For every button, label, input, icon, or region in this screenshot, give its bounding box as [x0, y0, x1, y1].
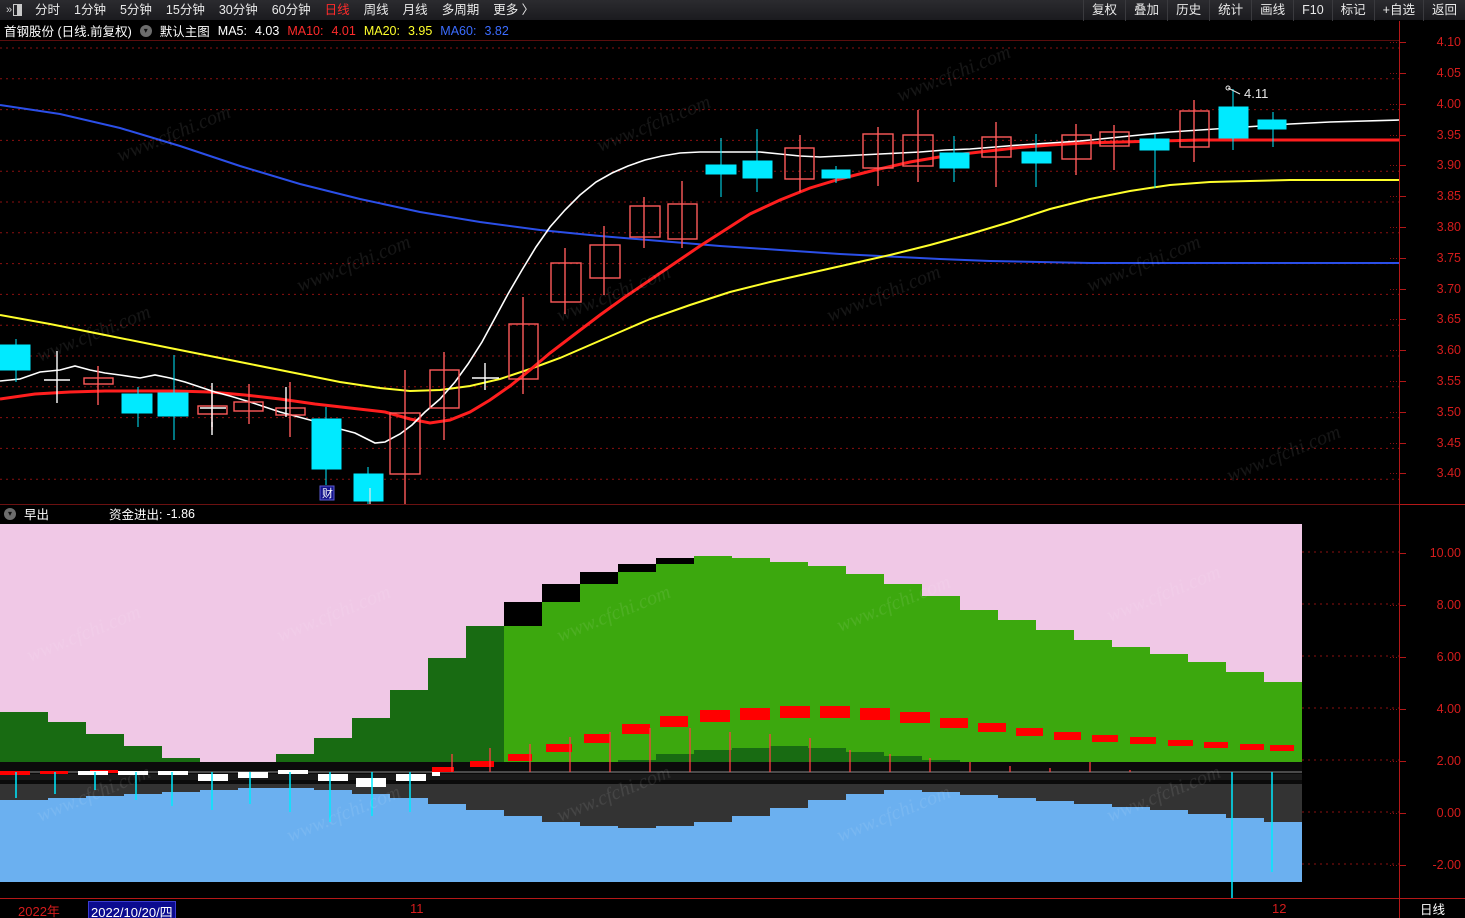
price-axis-label: 3.65 [1436, 312, 1461, 326]
month-tick-11: 11 [410, 901, 424, 916]
indicator-axis-label: 10.00 [1429, 546, 1461, 560]
period-indicator[interactable]: 日线 [1399, 899, 1465, 918]
menu-item-mark[interactable]: 标记 [1331, 0, 1374, 21]
menu-item-f10[interactable]: F10 [1293, 0, 1332, 21]
menu-item-back[interactable]: 返回 [1422, 0, 1465, 21]
ma5-value: 4.03 [254, 23, 280, 38]
low-price-annotation: 3.38 [369, 488, 371, 504]
bottom-status-bar: 2022年 2022/10/20/四 11 12 日线 [0, 898, 1465, 918]
indicator-axis-label: 4.00 [1436, 702, 1461, 716]
menu-item-fuquan[interactable]: 复权 [1083, 0, 1125, 21]
price-axis-label: 3.95 [1436, 128, 1461, 142]
high-price-annotation: 4.11 [1225, 85, 1268, 101]
menu-item-5min[interactable]: 5分钟 [119, 2, 152, 17]
indicator-name[interactable]: 早出 [24, 508, 50, 522]
indicator-value-label: 资金进出: [109, 508, 163, 522]
ma60-label: MA60: [440, 23, 477, 38]
year-label: 2022年 [18, 904, 60, 918]
price-axis-label: 3.50 [1436, 405, 1461, 419]
indicator-gridlines [1302, 551, 1399, 865]
price-axis-label: 4.00 [1436, 97, 1461, 111]
high-price-text: 4.11 [1244, 86, 1268, 101]
price-axis-label: 3.70 [1436, 282, 1461, 296]
book-icon[interactable]: » [0, 0, 28, 21]
main-indicator-name[interactable]: 默认主图 [159, 25, 210, 39]
price-axis-label: 3.45 [1436, 436, 1461, 450]
ma10-label: MA10: [287, 23, 324, 38]
menu-item-addfav[interactable]: +自选 [1373, 0, 1423, 21]
cyan-spikes [15, 772, 1273, 898]
news-marker[interactable]: 财 [319, 485, 335, 501]
band-grey [0, 780, 1302, 828]
indicator-header: ▾ 早出 资金进出: -1.86 [0, 504, 1399, 522]
indicator-chart-pane[interactable]: www.cfchi.com www.cfchi.com www.cfchi.co… [0, 522, 1399, 898]
ma10-value: 4.01 [331, 23, 356, 38]
chevron-down-circle-icon[interactable]: ▾ [4, 507, 16, 520]
price-chart-pane[interactable]: 4.11 3.38 财 www.cfchi.com www.cfchi.com … [0, 42, 1399, 504]
ma5-line [0, 119, 1399, 444]
price-axis-label: 4.10 [1436, 35, 1461, 49]
menu-item-drawline[interactable]: 画线 [1251, 0, 1293, 21]
ma60-line [0, 104, 1399, 264]
menu-item-monthly[interactable]: 月线 [402, 2, 428, 17]
menu-item-60min[interactable]: 60分钟 [271, 2, 311, 17]
price-chart-svg: 4.11 3.38 财 www.cfchi.com www.cfchi.com … [0, 42, 1399, 504]
ma20-line [0, 179, 1399, 393]
candlestick-series [0, 89, 1287, 504]
menu-item-daily[interactable]: 日线 [324, 2, 350, 17]
menu-item-fenshi[interactable]: 分时 [35, 2, 61, 17]
ma10-line [0, 138, 1399, 425]
menu-item-1min[interactable]: 1分钟 [74, 2, 106, 17]
price-axis-label: 3.75 [1436, 251, 1461, 265]
indicator-axis-label: 0.00 [1436, 806, 1461, 820]
menu-item-overlay[interactable]: 叠加 [1125, 0, 1167, 21]
indicator-axis-label: -2.00 [1432, 858, 1462, 872]
ma20-value: 3.95 [407, 23, 433, 38]
menu-item-history[interactable]: 历史 [1167, 0, 1209, 21]
axis-separator [1399, 504, 1465, 505]
signal-white-dashes [78, 770, 440, 787]
price-axis-label: 3.60 [1436, 343, 1461, 357]
menu-item-more[interactable]: 更多 〉 [493, 2, 535, 17]
ma20-label: MA20: [363, 23, 400, 38]
ma60-value: 3.82 [484, 23, 509, 38]
stock-title: 首钢股份 (日线.前复权) [4, 25, 132, 39]
band-green-dark [0, 626, 1302, 780]
menu-item-weekly[interactable]: 周线 [363, 2, 389, 17]
price-axis-label: 3.40 [1436, 466, 1461, 480]
quote-info-bar: 首钢股份 (日线.前复权) ▾ 默认主图 MA5: 4.03 MA10: 4.0… [0, 21, 1465, 41]
news-marker-text: 财 [322, 486, 333, 500]
indicator-axis-label: 2.00 [1436, 754, 1461, 768]
price-axis-label: 4.05 [1436, 66, 1461, 80]
menu-left-group: » 分时 1分钟 5分钟 15分钟 30分钟 60分钟 日线 周线 月线 多周期… [0, 0, 541, 21]
price-axis-label: 3.90 [1436, 158, 1461, 172]
month-tick-12: 12 [1272, 901, 1287, 916]
red-spikes [451, 728, 1131, 772]
price-axis-label: 3.55 [1436, 374, 1461, 388]
menu-item-stats[interactable]: 统计 [1209, 0, 1251, 21]
indicator-chart-svg: www.cfchi.com www.cfchi.com www.cfchi.co… [0, 522, 1399, 898]
band-pink [0, 524, 1302, 766]
chevron-down-circle-icon[interactable]: ▾ [139, 24, 152, 37]
top-menu-bar: » 分时 1分钟 5分钟 15分钟 30分钟 60分钟 日线 周线 月线 多周期… [0, 0, 1465, 21]
indicator-value: -1.86 [166, 506, 196, 521]
menu-item-15min[interactable]: 15分钟 [165, 2, 205, 17]
right-price-axis[interactable]: 4.10 4.05 4.00 3.95 3.90 3.85 3.80 3.75 … [1390, 21, 1465, 898]
indicator-right-gutter [1302, 522, 1399, 898]
price-axis-label: 3.85 [1436, 189, 1461, 203]
price-axis-label: 3.80 [1436, 220, 1461, 234]
menu-item-multiperiod[interactable]: 多周期 [441, 2, 480, 17]
band-blue [0, 788, 1302, 882]
indicator-axis-label: 8.00 [1436, 598, 1461, 612]
indicator-axis-label: 6.00 [1436, 650, 1461, 664]
price-chart-bg [0, 42, 1399, 504]
ma5-label: MA5: [217, 23, 247, 38]
menu-right-group: 复权 叠加 历史 统计 画线 F10 标记 +自选 返回 [1083, 0, 1465, 21]
selected-date[interactable]: 2022/10/20/四 [88, 901, 176, 918]
menu-item-30min[interactable]: 30分钟 [218, 2, 258, 17]
